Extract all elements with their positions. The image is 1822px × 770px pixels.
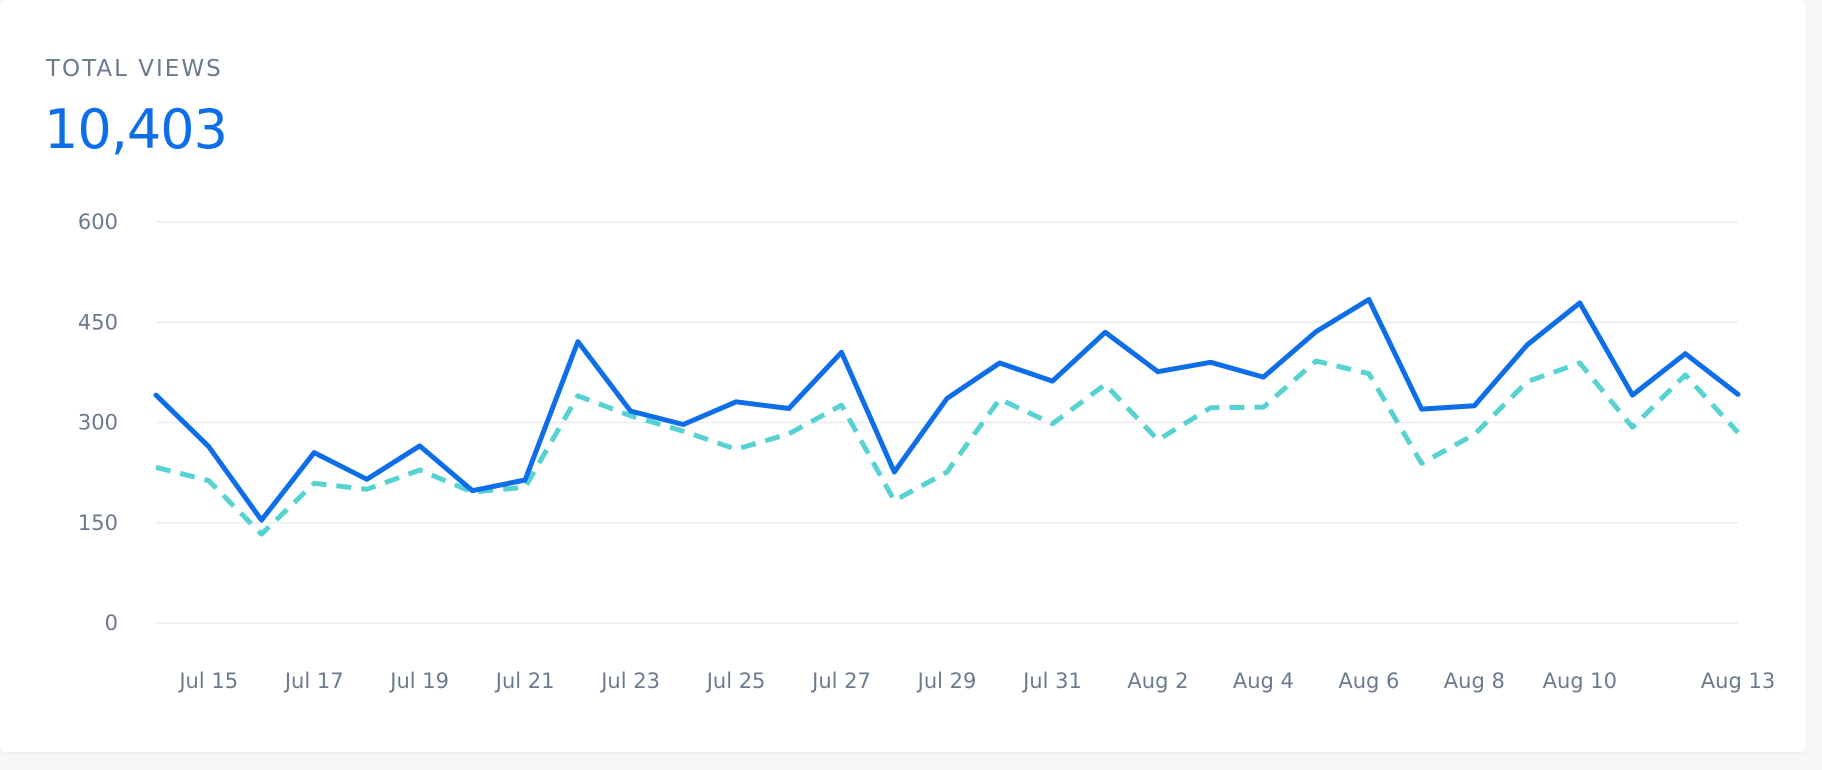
series-layer: [153, 297, 1741, 537]
x-tick-label: Jul 23: [599, 669, 660, 693]
x-tick-label: Jul 17: [283, 669, 344, 693]
x-tick-label: Aug 6: [1338, 669, 1399, 693]
y-axis: 0 150 300 450 600: [78, 210, 118, 635]
y-tick-label-150: 150: [78, 511, 118, 535]
x-tick-label: Aug 4: [1233, 669, 1294, 693]
x-tick-label: Aug 13: [1701, 669, 1775, 693]
metric-label: TOTAL VIEWS: [46, 56, 223, 82]
x-tick-label: Jul 25: [705, 669, 766, 693]
x-tick-label: Aug 2: [1127, 669, 1188, 693]
x-tick-label: Jul 29: [916, 669, 977, 693]
x-tick-label: Jul 19: [388, 669, 449, 693]
x-tick-label: Jul 15: [177, 669, 238, 693]
x-tick-label: Aug 10: [1543, 669, 1617, 693]
y-tick-label-600: 600: [78, 210, 118, 234]
metric-value: 10,403: [44, 98, 228, 161]
x-tick-label: Aug 8: [1444, 669, 1505, 693]
y-tick-label-300: 300: [78, 411, 118, 435]
x-tick-label: Jul 21: [494, 669, 555, 693]
y-tick-label-0: 0: [105, 611, 118, 635]
y-tick-label-450: 450: [78, 310, 118, 334]
x-tick-label: Jul 31: [1021, 669, 1082, 693]
x-axis: Jul 15 Jul 17 Jul 19 Jul 21 Jul 23 Jul 25 Jul …: [177, 669, 1775, 693]
views-card: TOTAL VIEWS 10,403 0 150 300 450 600 Jul 15 J…: [44, 56, 1776, 693]
series-line-dashed: [155, 358, 1740, 537]
x-tick-label: Jul 27: [810, 669, 871, 693]
series-line-solid: [153, 297, 1741, 523]
grid-layer: [156, 221, 1738, 624]
